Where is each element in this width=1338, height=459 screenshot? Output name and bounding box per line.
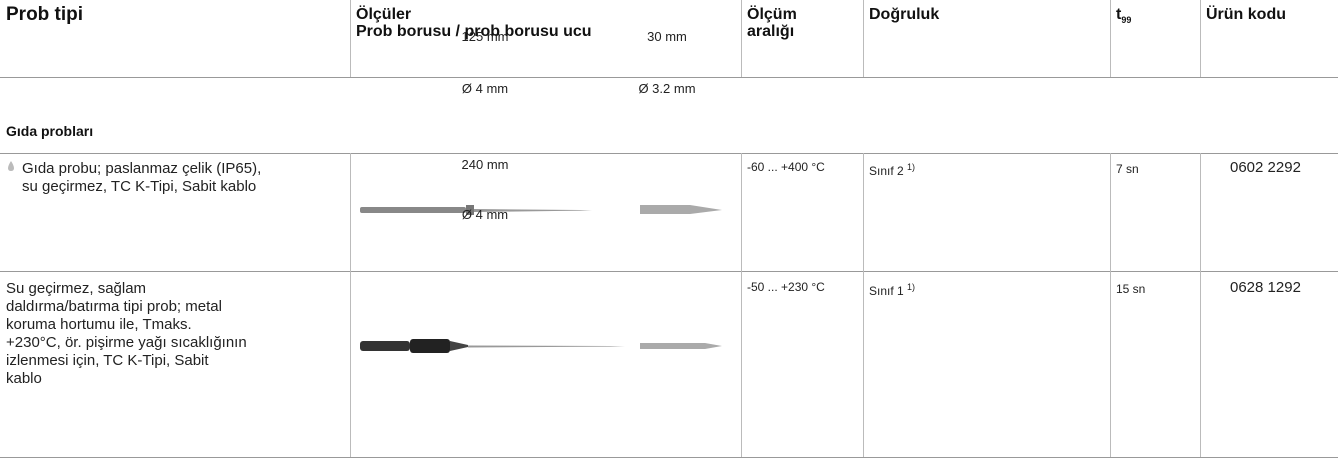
range: -60 ... +400 °C — [747, 160, 825, 174]
col-rule — [863, 0, 864, 77]
description: kablo — [6, 370, 42, 388]
description: izlenmesi için, TC K-Tipi, Sabit — [6, 352, 209, 370]
rule — [0, 77, 1338, 78]
dimension: 30 mm — [617, 30, 717, 44]
t99: 15 sn — [1116, 282, 1145, 296]
probe-1-tip — [640, 205, 722, 214]
col-rule — [1200, 0, 1201, 77]
t99: 7 sn — [1116, 162, 1139, 176]
dimension: Ø 3.2 mm — [617, 82, 717, 96]
header-cell: Doğruluk — [869, 6, 939, 23]
accuracy: Sınıf 1 1) — [869, 280, 915, 298]
header-cell: t99 — [1116, 6, 1131, 29]
col-rule — [1200, 153, 1201, 457]
header-cell: Ölçüm — [747, 6, 797, 23]
description: koruma hortumu ile, Tmaks. — [6, 316, 192, 334]
header-cell: Ürün kodu — [1206, 6, 1286, 23]
col-rule — [1110, 153, 1111, 457]
col-rule — [741, 153, 742, 457]
probe-2-tip — [640, 343, 722, 349]
description: daldırma/batırma tipi prob; metal — [6, 298, 222, 316]
header-cell: Ölçüler — [356, 6, 411, 23]
product-code: 0602 2292 — [1230, 159, 1301, 177]
col-rule — [350, 0, 351, 77]
col-rule — [1110, 0, 1111, 77]
t99-sub: 99 — [1121, 15, 1131, 25]
dimension: 125 mm — [435, 30, 535, 44]
bullet — [8, 161, 14, 171]
description: su geçirmez, TC K-Tipi, Sabit kablo — [22, 178, 256, 196]
rule — [0, 457, 1338, 458]
dimension: Ø 4 mm — [435, 82, 535, 96]
header-cell: aralığı — [747, 23, 794, 40]
product-code: 0628 1292 — [1230, 279, 1301, 297]
description: Gıda probu; paslanmaz çelik (IP65), — [22, 160, 261, 178]
col-rule — [863, 153, 864, 457]
description: Su geçirmez, sağlam — [6, 280, 146, 298]
col-rule — [741, 0, 742, 77]
dimension: Ø 4 mm — [435, 208, 535, 222]
accuracy-note: 1) — [907, 162, 915, 172]
accuracy-note: 1) — [907, 282, 915, 292]
page: Prob tipi Ölçüler Prob borusu / prob bor… — [0, 0, 1338, 459]
probe-2 — [360, 339, 625, 353]
accuracy: Sınıf 2 1) — [869, 160, 915, 178]
dimension: 240 mm — [435, 158, 535, 172]
description: +230°C, ör. pişirme yağı sıcaklığının — [6, 334, 247, 352]
section-title: Gıda probları — [6, 123, 93, 140]
header-cell: Prob tipi — [6, 6, 83, 23]
range: -50 ... +230 °C — [747, 280, 825, 294]
